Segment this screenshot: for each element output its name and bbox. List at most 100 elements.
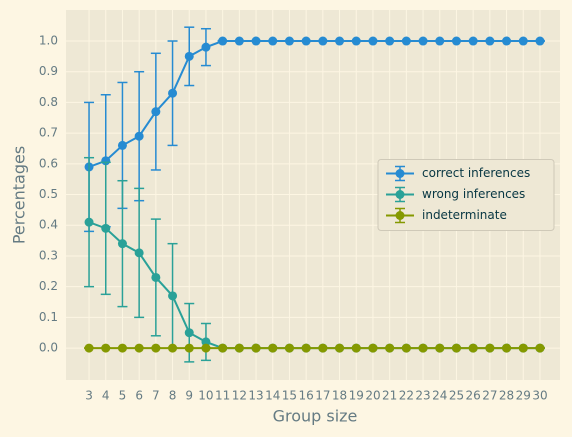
x-tick-label: 11: [215, 389, 230, 403]
x-tick-label: 25: [449, 389, 464, 403]
data-point: [268, 36, 278, 46]
y-tick-label: 1.0: [39, 34, 58, 48]
y-tick-label: 0.8: [39, 95, 58, 109]
data-point: [451, 343, 461, 353]
data-point: [218, 343, 228, 353]
data-point: [251, 343, 261, 353]
y-tick-label: 0.7: [39, 126, 58, 140]
data-point: [485, 36, 495, 46]
data-point: [335, 36, 345, 46]
x-tick-label: 27: [482, 389, 497, 403]
data-point: [201, 42, 211, 52]
data-point: [318, 36, 328, 46]
data-point: [418, 343, 428, 353]
data-point: [485, 343, 495, 353]
legend-label: wrong inferences: [422, 187, 525, 201]
data-point: [351, 343, 361, 353]
x-tick-label: 9: [185, 389, 193, 403]
y-tick-label: 0.3: [39, 248, 58, 262]
x-tick-label: 16: [299, 389, 314, 403]
data-point: [251, 36, 261, 46]
x-tick-label: 18: [332, 389, 347, 403]
y-tick-label: 0.9: [39, 64, 58, 78]
x-tick-label: 23: [415, 389, 430, 403]
data-point: [468, 343, 478, 353]
x-tick-label: 17: [315, 389, 330, 403]
x-tick-label: 29: [516, 389, 531, 403]
y-tick-label: 0.6: [39, 156, 58, 170]
x-tick-label: 6: [135, 389, 143, 403]
data-point: [301, 343, 311, 353]
data-point: [335, 343, 345, 353]
data-point: [84, 343, 94, 353]
data-point: [168, 343, 178, 353]
data-point: [84, 217, 94, 227]
x-tick-label: 14: [265, 389, 280, 403]
data-point: [385, 343, 395, 353]
x-tick-label: 13: [248, 389, 263, 403]
data-point: [184, 51, 194, 61]
data-point: [418, 36, 428, 46]
y-tick-label: 0.1: [39, 310, 58, 324]
data-point: [368, 343, 378, 353]
x-tick-label: 8: [169, 389, 177, 403]
data-point: [184, 328, 194, 338]
data-point: [535, 36, 545, 46]
x-tick-label: 10: [198, 389, 213, 403]
data-point: [134, 131, 144, 141]
data-point: [151, 107, 161, 117]
x-tick-label: 22: [399, 389, 414, 403]
data-point: [151, 272, 161, 282]
data-point: [168, 291, 178, 301]
data-point: [284, 343, 294, 353]
legend-label: indeterminate: [422, 208, 507, 222]
data-point: [234, 36, 244, 46]
data-point: [368, 36, 378, 46]
y-tick-label: 0.5: [39, 187, 58, 201]
series-line: [88, 40, 540, 168]
x-tick-label: 28: [499, 389, 514, 403]
data-point: [518, 36, 528, 46]
data-point: [117, 239, 127, 249]
data-point: [117, 140, 127, 150]
data-point: [451, 36, 461, 46]
legend-label: correct inferences: [422, 166, 530, 180]
x-tick-label: 20: [365, 389, 380, 403]
x-tick-label: 26: [466, 389, 481, 403]
x-tick-label: 19: [349, 389, 364, 403]
data-point: [101, 343, 111, 353]
data-point: [218, 36, 228, 46]
y-tick-label: 0.0: [39, 341, 58, 355]
x-tick-label: 30: [532, 389, 547, 403]
data-point: [468, 36, 478, 46]
x-tick-label: 15: [282, 389, 297, 403]
data-point: [134, 343, 144, 353]
x-tick-label: 4: [102, 389, 110, 403]
data-point: [134, 248, 144, 258]
data-point: [502, 36, 512, 46]
x-tick-label: 3: [85, 389, 93, 403]
data-point: [401, 343, 411, 353]
data-point: [234, 343, 244, 353]
legend-box: [377, 159, 555, 231]
data-point: [184, 343, 194, 353]
y-tick-label: 0.4: [39, 218, 58, 232]
data-point: [284, 36, 294, 46]
data-point: [301, 36, 311, 46]
data-point: [518, 343, 528, 353]
x-axis-label: Group size: [273, 407, 358, 426]
data-point: [435, 343, 445, 353]
data-point: [435, 36, 445, 46]
x-tick-label: 21: [382, 389, 397, 403]
data-point: [117, 343, 127, 353]
data-point: [168, 88, 178, 98]
legend-marker: [395, 190, 405, 199]
data-point: [101, 223, 111, 233]
data-point: [351, 36, 361, 46]
legend-marker: [395, 211, 405, 220]
data-point: [401, 36, 411, 46]
x-tick-label: 7: [152, 389, 160, 403]
legend-marker: [395, 169, 405, 178]
data-point: [268, 343, 278, 353]
